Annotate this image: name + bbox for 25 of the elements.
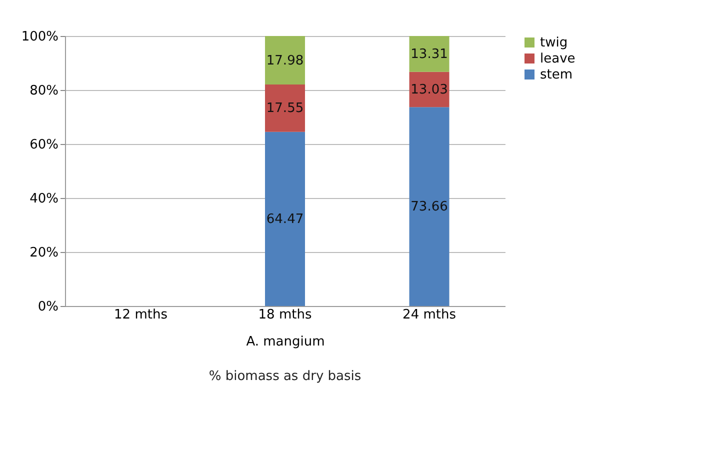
legend-label: leave bbox=[540, 52, 576, 66]
data-label: 64.47 bbox=[266, 212, 304, 227]
data-label: 13.03 bbox=[410, 82, 448, 98]
y-tick-label: 40% bbox=[30, 192, 58, 206]
y-tick-label: 60% bbox=[30, 138, 58, 152]
x-tick-label: 18 mths bbox=[258, 308, 312, 322]
y-tick-label: 0% bbox=[38, 300, 58, 314]
bar bbox=[409, 107, 450, 306]
y-tick-label: 80% bbox=[30, 84, 58, 98]
bar bbox=[265, 36, 305, 85]
x-axis-title: A. mangium bbox=[246, 334, 325, 350]
data-label: 13.31 bbox=[410, 46, 448, 62]
x-tick-label: 12 mths bbox=[114, 308, 168, 322]
bar bbox=[265, 84, 305, 132]
legend-label: twig bbox=[540, 36, 568, 50]
legend-label: stem bbox=[540, 68, 573, 82]
x-tick-label: 24 mths bbox=[402, 308, 456, 322]
bar bbox=[265, 132, 305, 306]
data-label: 17.98 bbox=[266, 53, 304, 68]
y-tick-label: 20% bbox=[30, 246, 58, 260]
data-label: 73.66 bbox=[410, 200, 448, 215]
text: % biomass as dry basis bbox=[208, 369, 362, 384]
y-tick-label: 100% bbox=[21, 30, 58, 44]
data-label: 17.55 bbox=[266, 101, 304, 116]
bar bbox=[409, 36, 450, 72]
